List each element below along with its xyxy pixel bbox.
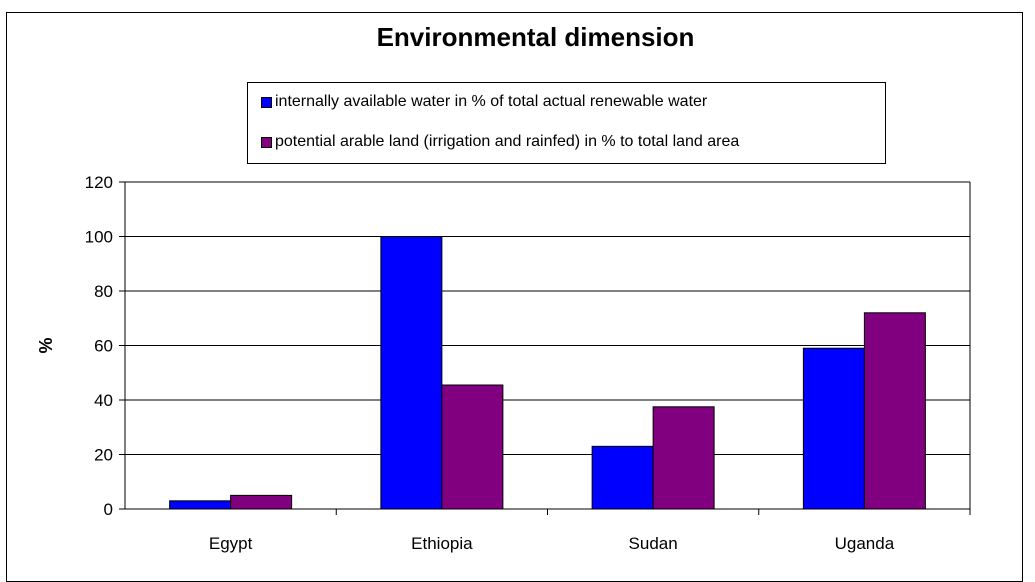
x-tick-label: Egypt	[209, 534, 253, 553]
bar	[230, 494, 293, 510]
bar	[380, 236, 443, 510]
x-tick-label: Ethiopia	[411, 534, 473, 553]
bar	[441, 384, 504, 510]
bar	[863, 312, 926, 510]
y-tick-label: 20	[94, 446, 113, 465]
legend-label-land: potential arable land (irrigation and ra…	[275, 133, 740, 150]
y-tick-label: 40	[94, 391, 113, 410]
bar	[169, 500, 232, 510]
legend-label-water: internally available water in % of total…	[275, 93, 708, 110]
bar	[652, 406, 715, 510]
y-tick-label: 120	[85, 173, 113, 192]
x-tick-label: Uganda	[835, 534, 895, 553]
bar	[802, 347, 865, 510]
chart-legend: internally available water in % of total…	[247, 82, 886, 164]
y-tick-label: 80	[94, 282, 113, 301]
y-tick-label: 0	[104, 500, 113, 519]
legend-swatch-water	[261, 96, 272, 108]
x-tick-label: Sudan	[629, 534, 678, 553]
chart-title: Environmental dimension	[376, 22, 695, 52]
bar	[591, 445, 654, 510]
legend-item-land: potential arable land (irrigation and ra…	[261, 132, 739, 152]
legend-swatch-land	[261, 136, 272, 148]
y-tick-label: 60	[94, 337, 113, 356]
legend-item-water: internally available water in % of total…	[261, 92, 707, 112]
y-tick-label: 100	[85, 228, 113, 247]
y-axis-label: %	[36, 337, 56, 353]
